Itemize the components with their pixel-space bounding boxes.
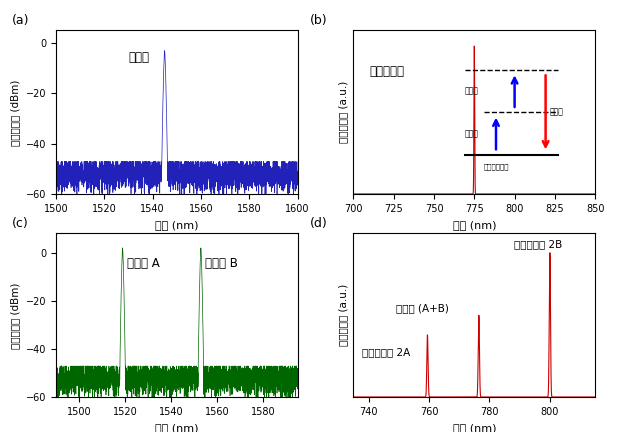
Text: (c): (c)	[12, 217, 29, 230]
Text: 二倍波: 二倍波	[549, 108, 563, 117]
X-axis label: 波長 (nm): 波長 (nm)	[155, 423, 198, 432]
X-axis label: 波長 (nm): 波長 (nm)	[453, 423, 496, 432]
Text: 励起光 B: 励起光 B	[205, 257, 238, 270]
Y-axis label: 励起光強度 (dBm): 励起光強度 (dBm)	[10, 79, 20, 146]
Text: (d): (d)	[310, 217, 327, 230]
Text: 基本波: 基本波	[465, 129, 479, 138]
Y-axis label: 信号光強度 (a.u.): 信号光強度 (a.u.)	[338, 81, 348, 143]
Text: 励起光: 励起光	[128, 51, 149, 64]
Text: (b): (b)	[310, 14, 327, 27]
Text: 和周波 (A+B): 和周波 (A+B)	[396, 303, 449, 313]
Y-axis label: 励起光強度 (dBm): 励起光強度 (dBm)	[10, 282, 20, 349]
Text: (a): (a)	[12, 14, 30, 27]
X-axis label: 波長 (nm): 波長 (nm)	[453, 220, 496, 230]
Text: 第二高調波: 第二高調波	[370, 65, 404, 78]
Text: 第二高調波 2A: 第二高調波 2A	[363, 348, 410, 358]
Text: 基本波: 基本波	[465, 87, 479, 95]
Text: 第二高調波 2B: 第二高調波 2B	[513, 239, 562, 249]
Text: エネルギー図: エネルギー図	[483, 164, 509, 170]
Y-axis label: 信号光強度 (a.u.): 信号光強度 (a.u.)	[338, 284, 348, 346]
X-axis label: 波長 (nm): 波長 (nm)	[155, 220, 198, 230]
Text: 励起光 A: 励起光 A	[127, 257, 160, 270]
